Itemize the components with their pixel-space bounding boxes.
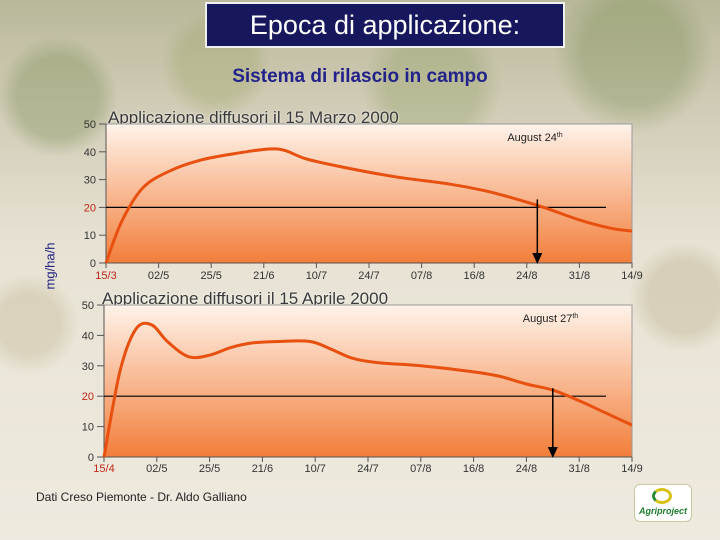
logo-text: Agriproject xyxy=(638,506,687,516)
chart-2-x-tick-label: 10/7 xyxy=(304,463,325,475)
chart-1-y-tick-label: 0 xyxy=(90,258,96,270)
chart-2-annotation-sup: th xyxy=(572,313,578,320)
chart-1-y-tick-label: 10 xyxy=(84,230,96,242)
logo-mark-icon xyxy=(652,488,672,504)
chart-1-x-tick-label: 14/9 xyxy=(621,270,642,282)
chart-1-annotation-arrowhead xyxy=(532,253,543,264)
chart-2-x-tick-label: 14/9 xyxy=(621,463,642,475)
chart-1-x-tick-label: 10/7 xyxy=(306,270,327,282)
chart-2-x-tick-label: 25/5 xyxy=(199,463,220,475)
chart-2-annotation-arrowhead xyxy=(547,447,558,458)
chart-2-x-tick-label: 31/8 xyxy=(568,463,589,475)
chart-2-annotation-label: August 27th xyxy=(523,313,578,325)
chart-2-series-line-1 xyxy=(102,321,633,458)
chart-2-x-tick-label: 07/8 xyxy=(410,463,431,475)
chart-1-x-tick-label: 24/7 xyxy=(358,270,379,282)
chart-2-y-tick-label: 30 xyxy=(82,361,94,373)
chart-1-x-tick-label: 24/8 xyxy=(516,270,537,282)
chart-1-series-line-1 xyxy=(104,147,633,264)
chart-1-annotation-label: August 24th xyxy=(507,132,562,144)
chart-2-x-tick-label: 02/5 xyxy=(146,463,167,475)
chart-1-y-tick-label: 40 xyxy=(84,147,96,159)
chart-2-y-tick-label: 50 xyxy=(82,300,94,312)
chart-2-plot-area xyxy=(103,304,633,458)
chart-1-x-tick-label: 02/5 xyxy=(148,270,169,282)
chart-1-title: Applicazione diffusori il 15 Marzo 2000 xyxy=(108,108,399,127)
footer-source: Dati Creso Piemonte - Dr. Aldo Galliano xyxy=(36,490,247,504)
chart-2-y-tick-label: 40 xyxy=(82,330,94,342)
chart-1-plot-area xyxy=(105,123,633,264)
chart-2-x-tick-label: 24/8 xyxy=(516,463,537,475)
chart-2-title: Applicazione diffusori il 15 Aprile 2000 xyxy=(102,289,389,308)
chart-2-y-tick-label: 0 xyxy=(88,452,94,464)
chart-2-x-tick-label: 15/4 xyxy=(93,463,114,475)
chart-1-x-tick-label: 15/3 xyxy=(95,270,116,282)
chart-1-x-tick-label: 31/8 xyxy=(569,270,590,282)
chart-1-x-tick-label: 16/8 xyxy=(463,270,484,282)
chart-2-x-tick-label: 21/6 xyxy=(252,463,273,475)
agriproject-logo: Agriproject xyxy=(634,484,692,522)
chart-1-annotation-sup: th xyxy=(557,132,563,139)
slide-title-box: Epoca di applicazione: xyxy=(205,2,565,48)
chart-1-x-tick-label: 07/8 xyxy=(411,270,432,282)
chart-2-x-tick-label: 16/8 xyxy=(463,463,484,475)
chart-1-y-tick-label: 30 xyxy=(84,175,96,187)
chart-2-y-tick-label: 20 xyxy=(82,391,94,403)
slide-title: Epoca di applicazione: xyxy=(249,9,521,40)
chart-1-x-tick-label: 25/5 xyxy=(200,270,221,282)
slide-subtitle: Sistema di rilascio in campo xyxy=(232,66,488,87)
chart-2-y-tick-label: 10 xyxy=(82,422,94,434)
chart-1-y-tick-label: 20 xyxy=(84,202,96,214)
chart-1-y-tick-label: 50 xyxy=(84,119,96,131)
chart-1-x-tick-label: 21/6 xyxy=(253,270,274,282)
chart-2-x-tick-label: 24/7 xyxy=(357,463,378,475)
